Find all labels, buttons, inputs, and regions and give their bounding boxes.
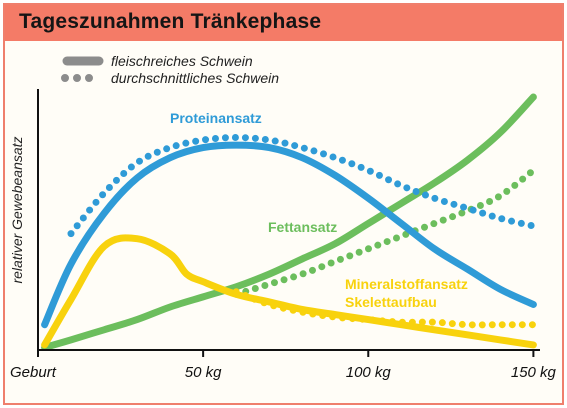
curve-label-proteinansatz: Proteinansatz bbox=[170, 110, 262, 126]
series-fettansatz-solid bbox=[41, 93, 537, 351]
chart-frame: Tageszunahmen Tränkephase fleischreiches… bbox=[3, 3, 564, 405]
series-mineralstoffansatz-solid bbox=[41, 234, 537, 349]
curve-label-mineralstoffansatz-0: Mineralstoffansatz bbox=[345, 276, 468, 292]
series-fettansatz-dotted bbox=[232, 166, 537, 298]
y-axis-label: relativer Gewebeansatz bbox=[9, 136, 25, 283]
legend-label-solid: fleischreiches Schwein bbox=[111, 53, 253, 69]
curve-label-fettansatz: Fettansatz bbox=[268, 219, 337, 235]
series-proteinansatz-solid bbox=[41, 141, 537, 329]
title-bar: Tageszunahmen Tränkephase bbox=[5, 5, 562, 41]
chart-title: Tageszunahmen Tränkephase bbox=[19, 10, 322, 33]
series-proteinansatz-dotted bbox=[67, 134, 537, 238]
curve-label-mineralstoffansatz-1: Skelettaufbau bbox=[345, 294, 437, 310]
x-tick-label-2: 100 kg bbox=[346, 364, 392, 381]
x-tick-label-3: 150 kg bbox=[511, 364, 557, 381]
chart-canvas: fleischreiches Schweindurchschnittliches… bbox=[9, 53, 557, 381]
series-mineralstoffansatz-dotted bbox=[232, 288, 537, 329]
legend-label-dotted: durchschnittliches Schwein bbox=[111, 70, 279, 86]
x-tick-label-1: 50 kg bbox=[185, 364, 222, 381]
x-tick-label-0: Geburt bbox=[10, 364, 57, 381]
